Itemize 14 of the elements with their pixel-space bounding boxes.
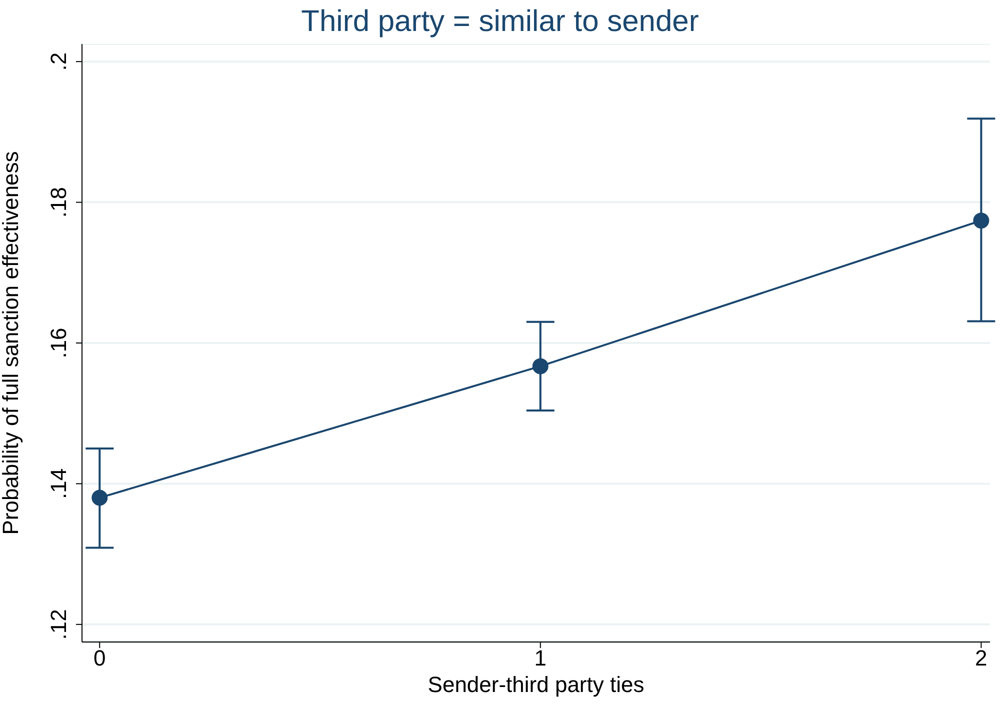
point: [973, 212, 990, 229]
y-tick-label: .14: [46, 468, 71, 500]
y-tick-label: .18: [46, 186, 71, 218]
x-tick-label: 1: [534, 646, 547, 671]
x-axis-title: Sender-third party ties: [428, 672, 644, 697]
y-axis-title: Probability of full sanction effectiveness: [0, 151, 23, 535]
x-tick-label: 0: [94, 646, 106, 671]
chart-title: Third party = similar to sender: [300, 4, 700, 40]
point: [92, 490, 108, 506]
y-tick-label: .2: [46, 52, 71, 71]
point: [532, 358, 548, 374]
y-tick-label: .12: [46, 609, 71, 640]
y-tick-label: .16: [46, 328, 71, 358]
x-tick-label: 2: [975, 646, 988, 671]
